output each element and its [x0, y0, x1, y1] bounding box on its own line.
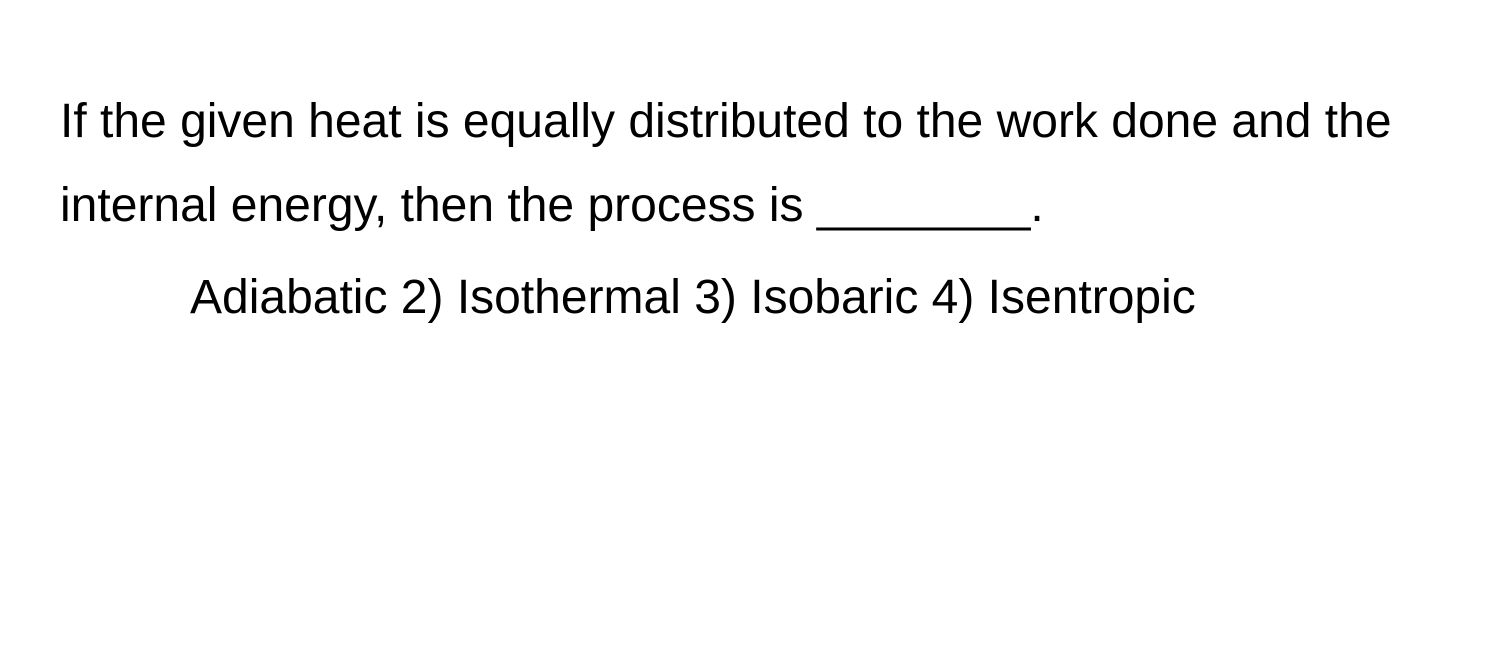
- options-text: Adiabatic 2) Isothermal 3) Isobaric 4) I…: [60, 256, 1440, 340]
- question-text: If the given heat is equally distributed…: [60, 80, 1440, 248]
